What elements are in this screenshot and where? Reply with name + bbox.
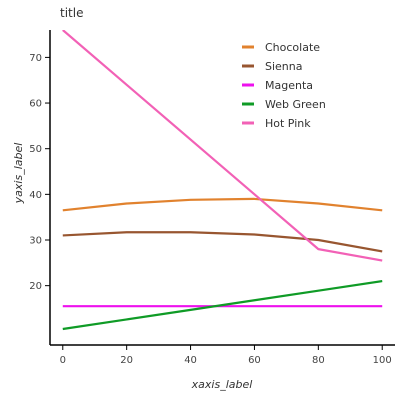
legend: Chocolate Sienna Magenta Web Green Hot Pink: [242, 41, 326, 130]
series-line-chocolate: [62, 197, 383, 212]
legend-label: Chocolate: [265, 41, 320, 54]
legend-label: Web Green: [265, 98, 326, 111]
y-ticks: 20 30 40 50 60 70: [29, 53, 50, 292]
series-line-hot-pink: [62, 30, 383, 262]
y-tick-label: 30: [29, 236, 42, 247]
legend-label: Hot Pink: [265, 117, 311, 130]
y-tick-label: 40: [29, 190, 42, 201]
y-tick-label: 50: [29, 144, 42, 155]
series-layer: [62, 30, 383, 331]
y-tick-label: 60: [29, 99, 42, 110]
x-tick-label: 0: [60, 355, 66, 366]
x-axis-title: xaxis_label: [191, 378, 253, 391]
x-tick-label: 80: [312, 355, 325, 366]
series-line-web-green: [62, 280, 383, 331]
x-tick-label: 60: [248, 355, 261, 366]
x-tick-label: 100: [373, 355, 392, 366]
chart-title: title: [60, 6, 83, 20]
x-tick-label: 20: [120, 355, 133, 366]
y-tick-label: 70: [29, 53, 42, 64]
legend-label: Magenta: [265, 79, 313, 92]
series-line-sienna: [62, 231, 383, 253]
x-ticks: 0 20 40 60 80 100: [60, 345, 392, 366]
x-tick-label: 40: [184, 355, 197, 366]
legend-label: Sienna: [265, 60, 303, 73]
y-tick-label: 20: [29, 281, 42, 292]
y-axis-title: yaxis_label: [12, 143, 25, 205]
